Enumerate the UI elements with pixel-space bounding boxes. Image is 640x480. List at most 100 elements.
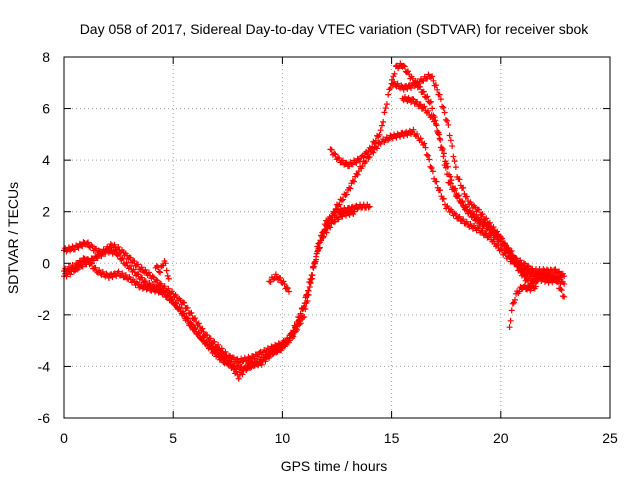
data-point-marker [98, 253, 105, 260]
data-point-marker [301, 300, 308, 307]
data-point-marker [366, 203, 373, 210]
data-point-marker [133, 279, 140, 286]
data-point-marker [408, 84, 415, 91]
data-point-marker [217, 351, 224, 358]
y-axis-label: SDTVAR / TECUs [5, 182, 21, 294]
data-point-marker [285, 337, 292, 344]
x-tick-label: 0 [60, 430, 68, 446]
x-axis-label: GPS time / hours [281, 458, 388, 474]
data-point-marker [523, 276, 530, 283]
data-point-marker [161, 289, 168, 296]
sdtvar-trace-d [327, 60, 568, 300]
data-point-marker [448, 177, 455, 184]
data-point-marker [88, 260, 95, 267]
data-point-marker [176, 304, 183, 311]
data-point-marker [475, 206, 482, 213]
data-point-marker [425, 107, 431, 114]
data-point-marker [513, 255, 520, 262]
data-point-marker [423, 151, 430, 158]
data-point-marker [306, 278, 313, 285]
data-point-marker [455, 192, 462, 199]
data-point-marker [447, 173, 454, 180]
data-point-marker [441, 109, 448, 116]
data-point-marker [439, 147, 446, 154]
data-point-marker [90, 257, 97, 264]
data-point-marker [391, 78, 398, 85]
data-point-marker [71, 264, 78, 271]
y-tick-label: 0 [42, 255, 50, 271]
data-point-marker [483, 215, 490, 222]
y-tick-label: 6 [42, 101, 50, 117]
data-point-marker [163, 267, 170, 274]
data-point-marker [326, 215, 333, 222]
data-point-marker [119, 270, 126, 277]
data-point-marker [215, 341, 222, 348]
data-point-marker [343, 159, 350, 166]
data-point-marker [302, 294, 309, 301]
data-point-marker [233, 368, 240, 375]
data-point-marker [432, 117, 439, 124]
data-point-marker [235, 375, 242, 382]
data-point-marker [284, 285, 291, 292]
data-point-marker [309, 264, 316, 271]
data-point-marker [533, 278, 540, 285]
data-point-marker [204, 332, 211, 339]
data-point-marker [139, 274, 146, 281]
data-point-marker [434, 86, 441, 93]
data-point-marker [172, 299, 179, 306]
data-point-marker [437, 96, 444, 103]
data-point-marker [105, 274, 112, 281]
data-point-marker [346, 211, 353, 218]
data-point-marker [165, 275, 172, 282]
y-tick-label: -2 [38, 307, 51, 323]
data-point-marker [258, 361, 265, 368]
data-point-marker [338, 197, 345, 204]
tick-layer: 0 5 10 15 20 25 -6 -4 -2 0 2 4 6 8 [38, 49, 618, 446]
data-point-marker [181, 310, 188, 317]
sdtvar-trace-b [61, 126, 568, 374]
data-point-marker [417, 101, 424, 108]
data-point-marker [161, 283, 168, 290]
data-point-marker [394, 130, 401, 137]
data-point-marker [239, 358, 246, 365]
data-point-marker [332, 205, 339, 212]
data-point-marker [343, 191, 350, 198]
data-point-marker [109, 274, 116, 281]
data-point-marker [85, 256, 92, 263]
data-point-marker [364, 151, 371, 158]
data-point-marker [561, 280, 568, 287]
data-point-marker [327, 224, 334, 231]
data-point-marker [498, 236, 505, 243]
data-point-marker [459, 199, 466, 206]
data-point-marker [386, 86, 393, 93]
data-point-marker [478, 211, 485, 218]
data-point-marker [520, 260, 527, 267]
data-point-marker [365, 204, 372, 211]
x-tick-label: 5 [169, 430, 177, 446]
data-point-marker [442, 116, 449, 123]
data-point-marker [188, 320, 195, 327]
data-point-marker [194, 330, 201, 337]
data-point-marker [251, 355, 258, 362]
data-point-marker [131, 258, 138, 265]
data-point-marker [385, 91, 392, 98]
data-point-marker [452, 211, 459, 218]
data-point-marker [507, 252, 514, 259]
data-point-marker [436, 131, 443, 138]
data-point-marker [157, 269, 164, 276]
data-point-marker [377, 127, 384, 134]
data-point-marker [118, 256, 125, 263]
data-point-marker [558, 286, 565, 293]
data-point-marker [222, 348, 229, 355]
data-point-marker [429, 73, 436, 80]
data-point-marker [287, 330, 294, 337]
data-point-marker [410, 126, 417, 133]
data-point-marker [285, 288, 292, 295]
data-point-marker [222, 353, 229, 360]
data-point-marker [543, 275, 550, 282]
data-point-marker [423, 94, 430, 101]
data-point-marker [421, 103, 428, 110]
data-point-marker [349, 177, 356, 184]
data-point-marker [517, 257, 524, 264]
